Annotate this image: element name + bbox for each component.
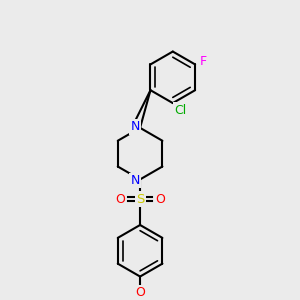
Text: F: F [200, 55, 207, 68]
Text: N: N [130, 120, 140, 134]
Text: O: O [155, 193, 165, 206]
Text: N: N [130, 174, 140, 187]
Text: O: O [135, 286, 145, 299]
Text: Cl: Cl [175, 103, 187, 116]
Text: O: O [115, 193, 125, 206]
Text: S: S [136, 193, 144, 206]
